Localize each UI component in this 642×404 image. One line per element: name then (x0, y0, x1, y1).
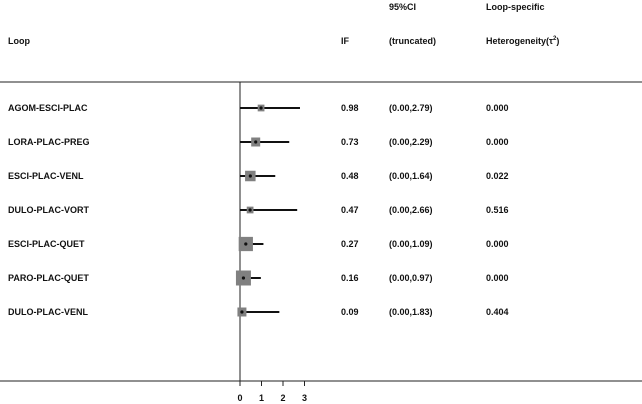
x-tick-label: 2 (280, 393, 285, 403)
row-if-value: 0.47 (341, 205, 359, 215)
x-tick-label: 0 (237, 393, 242, 403)
if-point (248, 208, 252, 212)
row-loop-label: PARO-PLAC-QUET (8, 273, 89, 283)
header-ci-line1: 95%CI (389, 2, 417, 12)
row-if-value: 0.16 (341, 273, 359, 283)
row-if-value: 0.98 (341, 103, 359, 113)
row-ci-value: (0.00,2.66) (389, 205, 433, 215)
header-ci-line2: (truncated) (389, 36, 436, 46)
row-ci-value: (0.00,1.83) (389, 307, 433, 317)
row-loop-label: ESCI-PLAC-QUET (8, 239, 85, 249)
row-if-value: 0.48 (341, 171, 359, 181)
header-heterogeneity-superscript: 2 (553, 36, 557, 42)
row-loop-label: ESCI-PLAC-VENL (8, 171, 84, 181)
if-point (254, 140, 258, 144)
row-if-value: 0.09 (341, 307, 359, 317)
header-heterogeneity-close: ) (556, 36, 560, 46)
row-if-value: 0.27 (341, 239, 359, 249)
row-heterogeneity-value: 0.022 (486, 171, 509, 181)
row-heterogeneity-value: 0.000 (486, 103, 509, 113)
row-heterogeneity-value: 0.000 (486, 273, 509, 283)
row-heterogeneity-value: 0.000 (486, 239, 509, 249)
row-loop-label: AGOM-ESCI-PLAC (8, 103, 88, 113)
header-if: IF (341, 36, 349, 46)
row-ci-value: (0.00,1.09) (389, 239, 433, 249)
header-loop: Loop (8, 36, 30, 46)
header-heterogeneity-line1: Loop-specific (486, 2, 545, 12)
row-heterogeneity-value: 0.000 (486, 137, 509, 147)
row-loop-label: DULO-PLAC-VORT (8, 205, 89, 215)
row-ci-value: (0.00,2.29) (389, 137, 433, 147)
x-tick-label: 3 (302, 393, 307, 403)
row-loop-label: LORA-PLAC-PREG (8, 137, 90, 147)
row-heterogeneity-value: 0.516 (486, 205, 509, 215)
row-ci-value: (0.00,0.97) (389, 273, 433, 283)
header-heterogeneity-text: Heterogeneity(τ (486, 36, 554, 46)
row-loop-label: DULO-PLAC-VENL (8, 307, 88, 317)
header-heterogeneity-line2: Heterogeneity(τ2) (486, 36, 559, 46)
if-point (259, 106, 263, 110)
if-point (248, 174, 252, 178)
row-ci-value: (0.00,1.64) (389, 171, 433, 181)
row-if-value: 0.73 (341, 137, 359, 147)
row-heterogeneity-value: 0.404 (486, 307, 509, 317)
if-point (240, 310, 244, 314)
x-tick-label: 1 (259, 393, 264, 403)
if-point (241, 276, 246, 280)
row-ci-value: (0.00,2.79) (389, 103, 433, 113)
if-point (244, 242, 248, 246)
